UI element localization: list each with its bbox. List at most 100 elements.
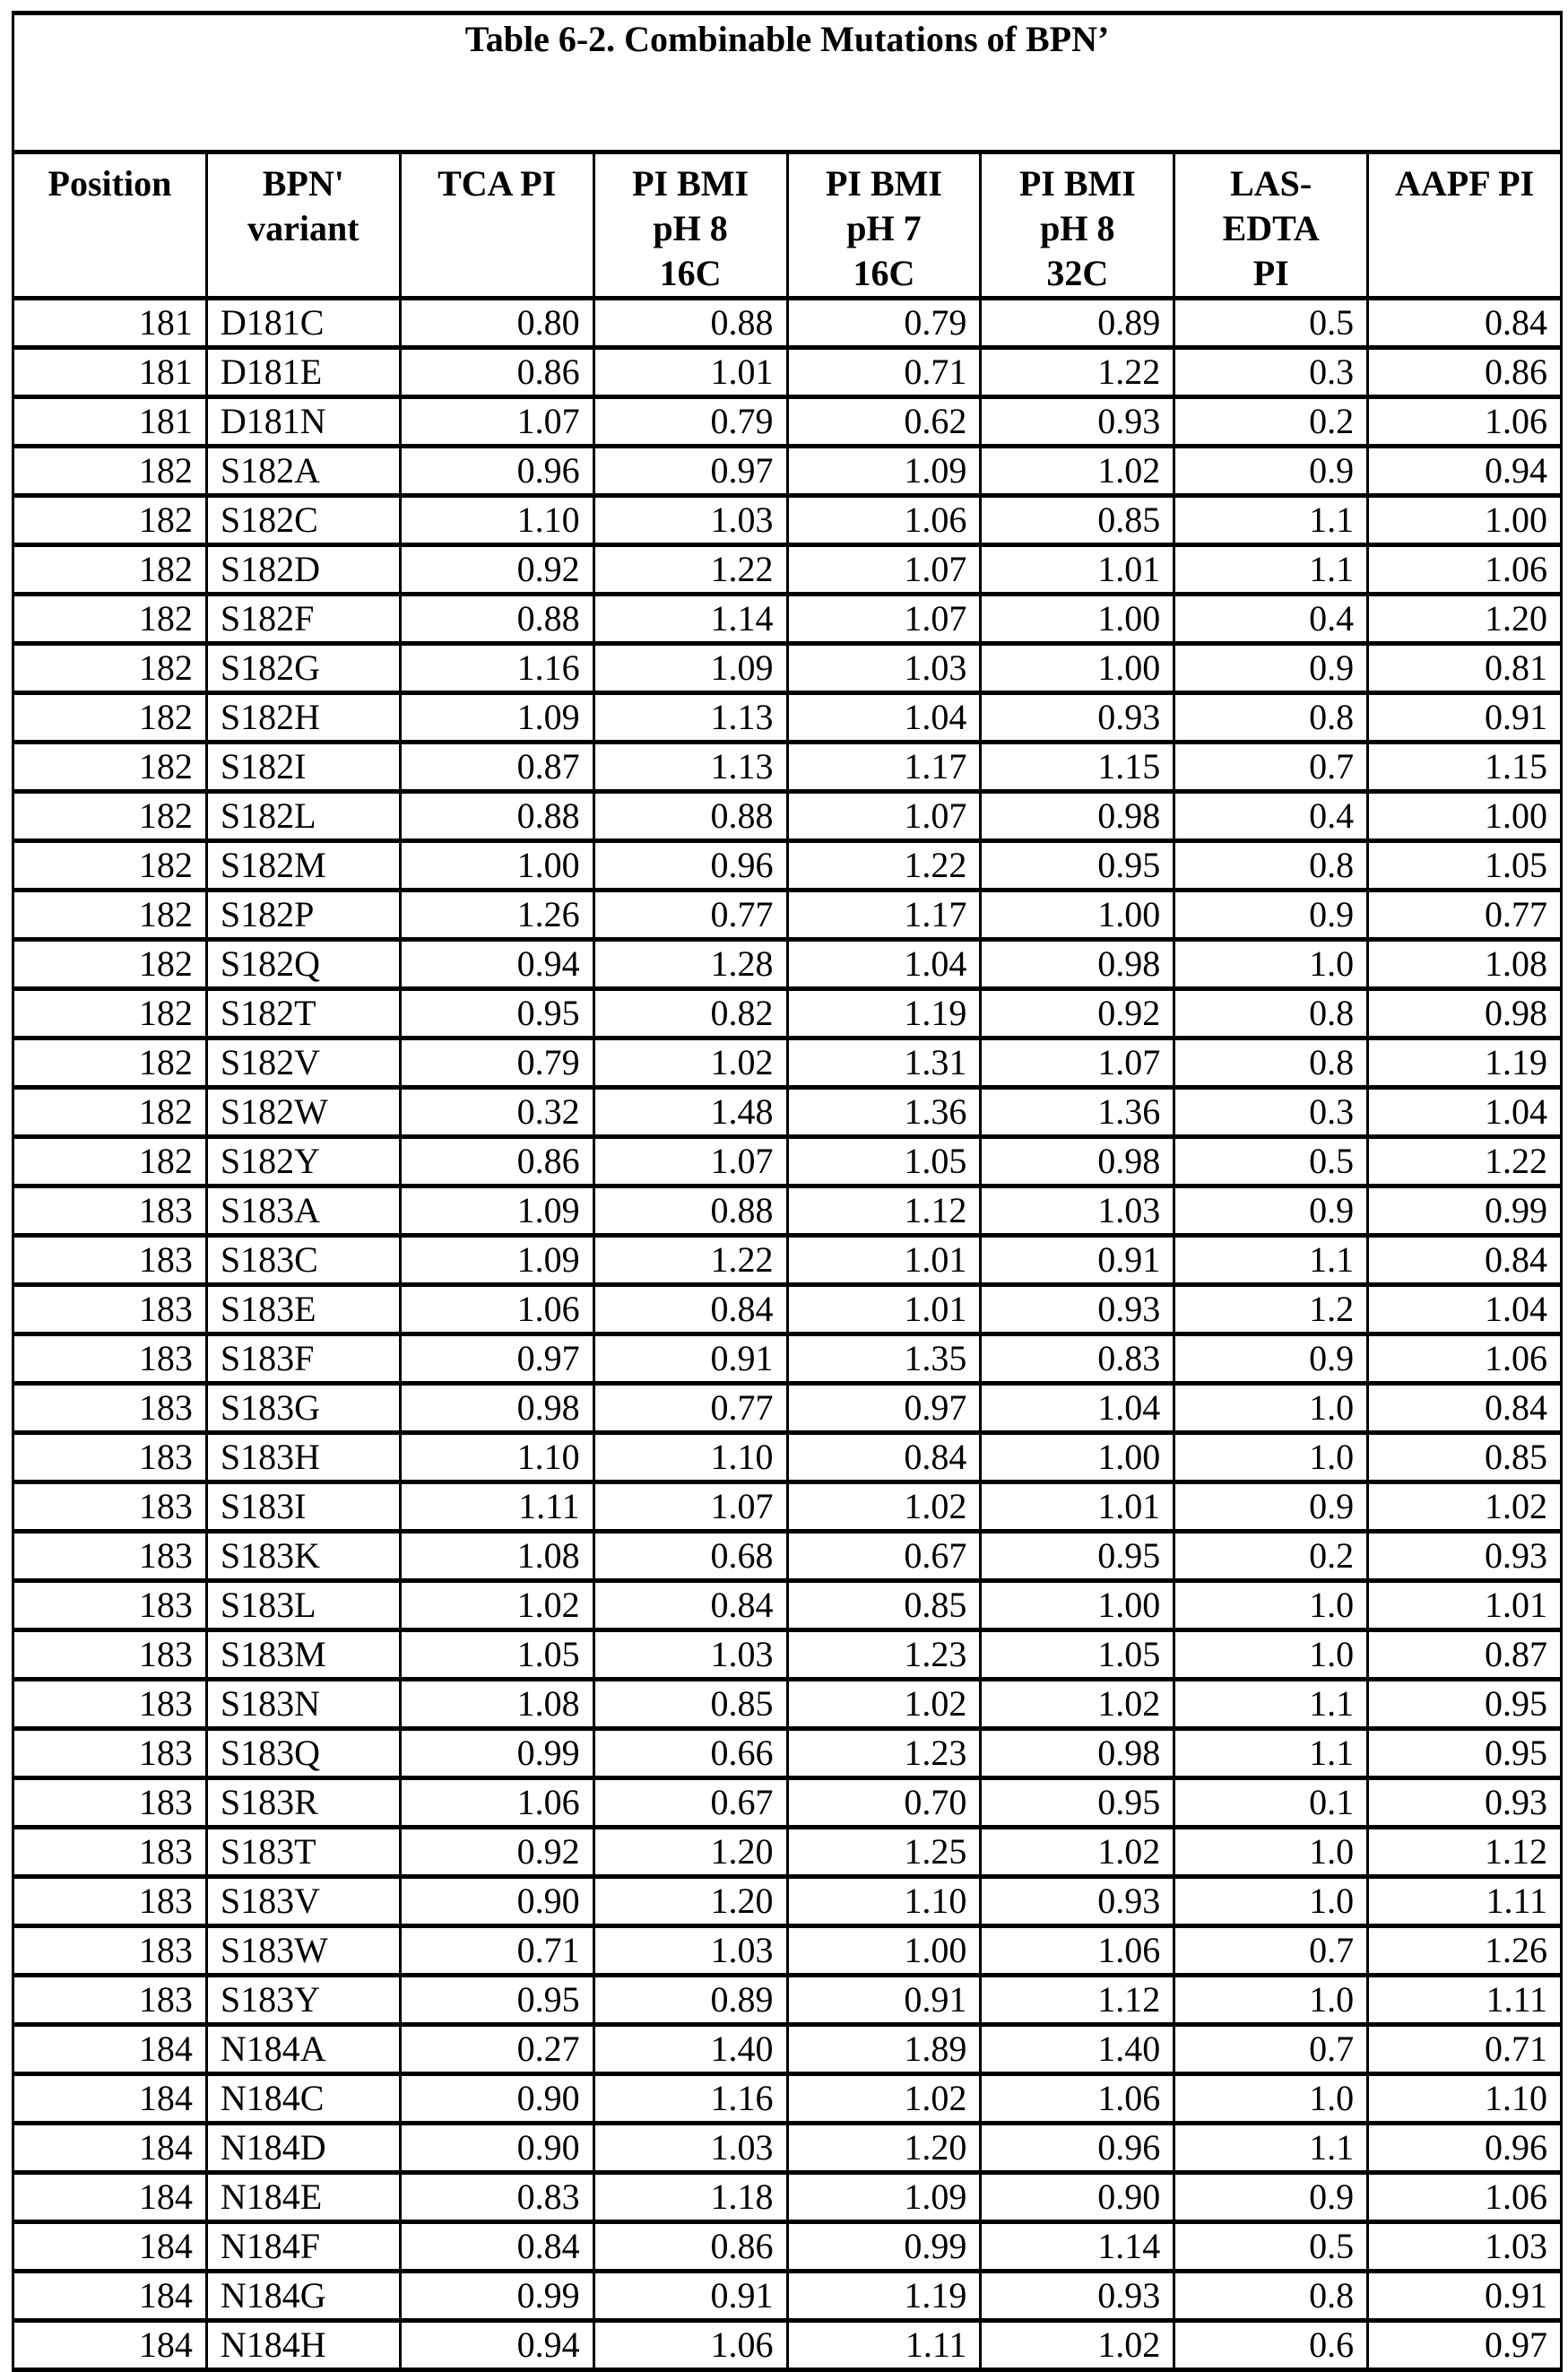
column-header-line: PI BMI — [801, 161, 967, 206]
cell-pi-bmi-ph8-16c: 0.68 — [593, 1532, 787, 1581]
cell-aapf-pi: 1.22 — [1368, 1137, 1562, 1186]
cell-position: 183 — [13, 1680, 207, 1729]
cell-bpn-variant: S183C — [206, 1236, 400, 1285]
cell-position: 183 — [13, 1926, 207, 1976]
cell-bpn-variant: N184A — [206, 2025, 400, 2074]
cell-aapf-pi: 1.06 — [1368, 1334, 1562, 1384]
cell-aapf-pi: 0.84 — [1368, 299, 1562, 348]
cell-bpn-variant: N184E — [206, 2173, 400, 2222]
cell-position: 184 — [13, 2173, 207, 2222]
column-header-line: pH 8 — [608, 206, 774, 251]
cell-position: 183 — [13, 1828, 207, 1877]
cell-position: 183 — [13, 1334, 207, 1384]
cell-las-edta-pi: 1.2 — [1174, 1285, 1368, 1334]
column-header-line: AAPF PI — [1382, 161, 1547, 206]
cell-pi-bmi-ph7-16c: 0.99 — [787, 2222, 981, 2272]
cell-pi-bmi-ph8-32c: 1.06 — [981, 1926, 1174, 1976]
table-row: 182S182V0.791.021.311.070.81.19 — [13, 1038, 1562, 1088]
cell-bpn-variant: S183W — [206, 1926, 400, 1976]
table-row: 184N184F0.840.860.991.140.51.03 — [13, 2222, 1562, 2272]
cell-pi-bmi-ph8-32c: 0.89 — [981, 299, 1174, 348]
cell-pi-bmi-ph7-16c: 1.25 — [787, 1828, 981, 1877]
table-body: 181D181C0.800.880.790.890.50.84181D181E0… — [13, 299, 1562, 2370]
cell-las-edta-pi: 0.8 — [1174, 989, 1368, 1038]
cell-aapf-pi: 1.26 — [1368, 1926, 1562, 1976]
column-header-line: TCA PI — [414, 161, 580, 206]
table-row: 182S182D0.921.221.071.011.11.06 — [13, 545, 1562, 595]
column-header-line: EDTA — [1188, 206, 1354, 251]
cell-pi-bmi-ph8-32c: 0.83 — [981, 1334, 1174, 1384]
cell-pi-bmi-ph8-32c: 1.00 — [981, 891, 1174, 940]
cell-aapf-pi: 0.93 — [1368, 1778, 1562, 1828]
table-row: 183S183Y0.950.890.911.121.01.11 — [13, 1976, 1562, 2025]
cell-position: 183 — [13, 1236, 207, 1285]
column-header-line: variant — [221, 206, 386, 251]
cell-tca-pi: 1.06 — [400, 1285, 593, 1334]
cell-pi-bmi-ph7-16c: 1.10 — [787, 1877, 981, 1926]
cell-las-edta-pi: 0.7 — [1174, 743, 1368, 792]
cell-pi-bmi-ph7-16c: 1.31 — [787, 1038, 981, 1088]
cell-pi-bmi-ph8-32c: 1.03 — [981, 1186, 1174, 1236]
cell-tca-pi: 1.08 — [400, 1532, 593, 1581]
cell-position: 183 — [13, 1186, 207, 1236]
cell-position: 182 — [13, 989, 207, 1038]
cell-aapf-pi: 1.06 — [1368, 545, 1562, 595]
cell-tca-pi: 1.00 — [400, 841, 593, 891]
cell-las-edta-pi: 0.8 — [1174, 1038, 1368, 1088]
cell-las-edta-pi: 1.1 — [1174, 496, 1368, 545]
cell-tca-pi: 1.09 — [400, 1236, 593, 1285]
cell-pi-bmi-ph8-16c: 1.07 — [593, 1482, 787, 1532]
table-row: 184N184A0.271.401.891.400.70.71 — [13, 2025, 1562, 2074]
cell-pi-bmi-ph8-16c: 1.13 — [593, 743, 787, 792]
cell-pi-bmi-ph7-16c: 1.19 — [787, 2272, 981, 2321]
cell-las-edta-pi: 0.9 — [1174, 644, 1368, 693]
cell-position: 182 — [13, 1137, 207, 1186]
cell-aapf-pi: 0.99 — [1368, 1186, 1562, 1236]
column-header-pi-bmi-ph8-32c: PI BMIpH 832C — [981, 152, 1174, 299]
cell-aapf-pi: 0.84 — [1368, 1236, 1562, 1285]
cell-las-edta-pi: 0.4 — [1174, 595, 1368, 644]
cell-pi-bmi-ph7-16c: 1.22 — [787, 841, 981, 891]
cell-pi-bmi-ph7-16c: 1.02 — [787, 1482, 981, 1532]
column-header-line: PI — [1188, 251, 1354, 296]
cell-las-edta-pi: 0.9 — [1174, 1334, 1368, 1384]
cell-pi-bmi-ph7-16c: 1.36 — [787, 1088, 981, 1137]
table-row: 183S183L1.020.840.851.001.01.01 — [13, 1581, 1562, 1630]
cell-pi-bmi-ph8-32c: 1.02 — [981, 2321, 1174, 2370]
cell-las-edta-pi: 0.9 — [1174, 447, 1368, 496]
cell-aapf-pi: 0.91 — [1368, 693, 1562, 743]
cell-bpn-variant: S182F — [206, 595, 400, 644]
cell-aapf-pi: 0.97 — [1368, 2321, 1562, 2370]
cell-las-edta-pi: 0.3 — [1174, 1088, 1368, 1137]
cell-pi-bmi-ph7-16c: 0.85 — [787, 1581, 981, 1630]
cell-las-edta-pi: 0.9 — [1174, 1482, 1368, 1532]
cell-pi-bmi-ph8-16c: 1.16 — [593, 2074, 787, 2124]
cell-aapf-pi: 0.98 — [1368, 989, 1562, 1038]
cell-aapf-pi: 1.06 — [1368, 397, 1562, 447]
cell-position: 184 — [13, 2222, 207, 2272]
column-header-pi-bmi-ph7-16c: PI BMIpH 716C — [787, 152, 981, 299]
cell-position: 182 — [13, 644, 207, 693]
cell-bpn-variant: S182Q — [206, 940, 400, 989]
cell-tca-pi: 0.99 — [400, 2272, 593, 2321]
cell-las-edta-pi: 0.3 — [1174, 348, 1368, 397]
table-row: 184N184C0.901.161.021.061.01.10 — [13, 2074, 1562, 2124]
table-row: 184N184G0.990.911.190.930.80.91 — [13, 2272, 1562, 2321]
cell-bpn-variant: N184D — [206, 2124, 400, 2173]
column-header-bpn-variant: BPN'variant — [206, 152, 400, 299]
cell-las-edta-pi: 0.8 — [1174, 693, 1368, 743]
table-row: 183S183W0.711.031.001.060.71.26 — [13, 1926, 1562, 1976]
cell-aapf-pi: 0.95 — [1368, 1729, 1562, 1778]
cell-bpn-variant: S182W — [206, 1088, 400, 1137]
cell-tca-pi: 0.96 — [400, 447, 593, 496]
cell-aapf-pi: 1.15 — [1368, 743, 1562, 792]
cell-bpn-variant: S182D — [206, 545, 400, 595]
table-row: 182S182M1.000.961.220.950.81.05 — [13, 841, 1562, 891]
cell-pi-bmi-ph7-16c: 1.00 — [787, 1926, 981, 1976]
cell-tca-pi: 0.79 — [400, 1038, 593, 1088]
table-row: 182S182W0.321.481.361.360.31.04 — [13, 1088, 1562, 1137]
cell-las-edta-pi: 1.0 — [1174, 1976, 1368, 2025]
cell-bpn-variant: S183Q — [206, 1729, 400, 1778]
cell-aapf-pi: 1.08 — [1368, 940, 1562, 989]
cell-bpn-variant: S183T — [206, 1828, 400, 1877]
